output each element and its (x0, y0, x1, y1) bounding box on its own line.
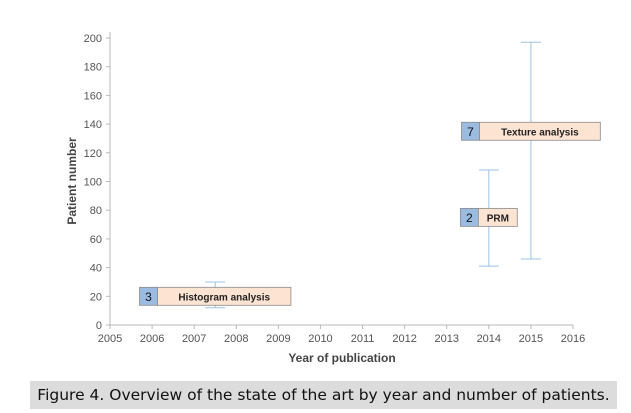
x-tick-label: 2010 (308, 333, 332, 345)
y-tick-label: 180 (84, 62, 102, 74)
count-label: 7 (467, 125, 474, 139)
point-label: Texture analysis (501, 127, 579, 138)
y-tick-label: 60 (90, 234, 102, 246)
point-label: Histogram analysis (178, 292, 270, 303)
label-box (477, 207, 518, 227)
data-point: 2 PRM (459, 207, 518, 227)
x-tick-label: 2009 (266, 333, 290, 345)
x-tick-label: 2008 (224, 333, 248, 345)
y-tick-label: 0 (96, 320, 102, 332)
x-tick-label: 2015 (519, 333, 543, 345)
chart: 0 20 40 60 80 100 120 140 160 180 200 2005 2006 2007 2… (65, 32, 601, 365)
figure-caption-bar: Figure 4. Overview of the state of the a… (30, 381, 617, 409)
data-point: 7 Texture analysis (461, 121, 601, 141)
label-box (157, 286, 292, 306)
x-tick-label: 2005 (98, 333, 122, 345)
x-tick-label: 2014 (477, 333, 501, 345)
data-point: 3 Histogram analysis (139, 286, 292, 306)
y-tick-label: 100 (84, 177, 102, 189)
x-axis-label: Year of publication (288, 351, 395, 365)
point-labels: 3 Histogram analysis 2 PRM 7 Texture analysis (139, 121, 601, 306)
x-tick-label: 2011 (351, 333, 375, 345)
count-label: 3 (145, 290, 152, 304)
figure-caption: Figure 4. Overview of the state of the a… (37, 386, 610, 404)
error-bar (520, 41, 541, 260)
x-tick-label: 2007 (182, 333, 206, 345)
axes: 0 20 40 60 80 100 120 140 160 180 200 2005 2006 2007 2… (84, 32, 585, 345)
count-label: 2 (466, 211, 473, 225)
y-tick-label: 80 (90, 205, 102, 217)
y-tick-label: 160 (84, 90, 102, 102)
y-axis-label: Patient number (65, 137, 79, 225)
error-bars (205, 41, 541, 309)
label-box (479, 121, 601, 141)
y-tick-label: 40 (90, 263, 102, 275)
x-tick-label: 2006 (140, 333, 164, 345)
y-tick-label: 140 (84, 119, 102, 131)
y-tick-label: 20 (90, 291, 102, 303)
x-tick-label: 2016 (561, 333, 585, 345)
x-tick-label: 2012 (392, 333, 416, 345)
y-tick-label: 120 (84, 148, 102, 160)
point-label: PRM (487, 213, 509, 224)
x-tick-label: 2013 (434, 333, 458, 345)
y-tick-label: 200 (84, 33, 102, 45)
